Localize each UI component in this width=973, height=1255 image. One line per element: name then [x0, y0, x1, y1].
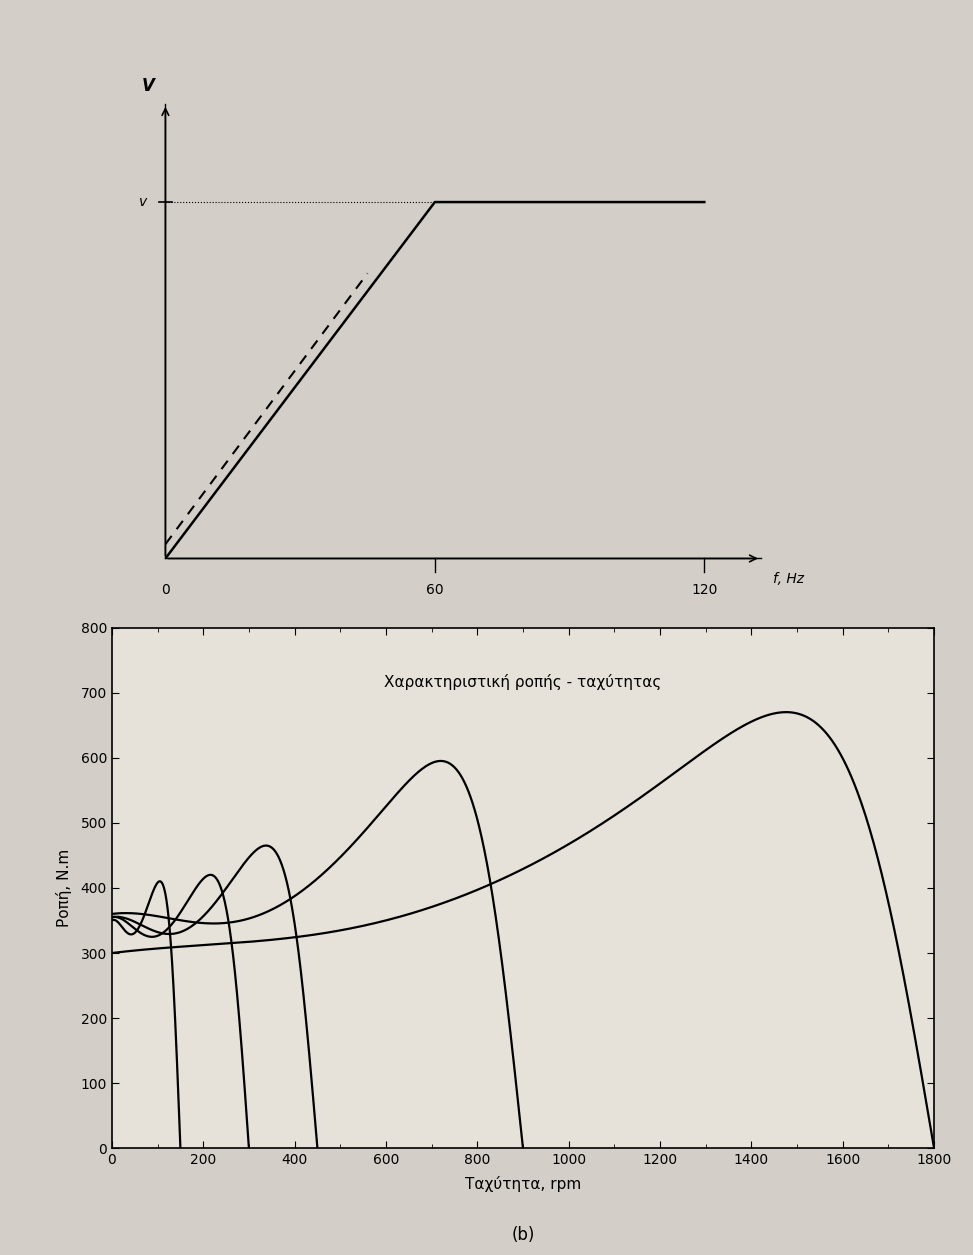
Text: 120: 120 — [691, 584, 717, 597]
Text: V: V — [141, 77, 155, 95]
Text: 0: 0 — [162, 584, 169, 597]
Text: (b): (b) — [511, 1226, 535, 1245]
Text: v: v — [139, 195, 148, 210]
X-axis label: Ταχύτητα, rpm: Ταχύτητα, rpm — [465, 1176, 581, 1191]
Text: f, Hz: f, Hz — [773, 572, 804, 586]
Text: f: f — [308, 639, 314, 654]
Text: (a): (a) — [446, 692, 469, 710]
Y-axis label: Ροπή, N.m: Ροπή, N.m — [56, 848, 72, 927]
Text: Χαρακτηριστική ροπής - ταχύτητας: Χαρακτηριστική ροπής - ταχύτητας — [384, 674, 662, 690]
Text: 60: 60 — [426, 584, 444, 597]
